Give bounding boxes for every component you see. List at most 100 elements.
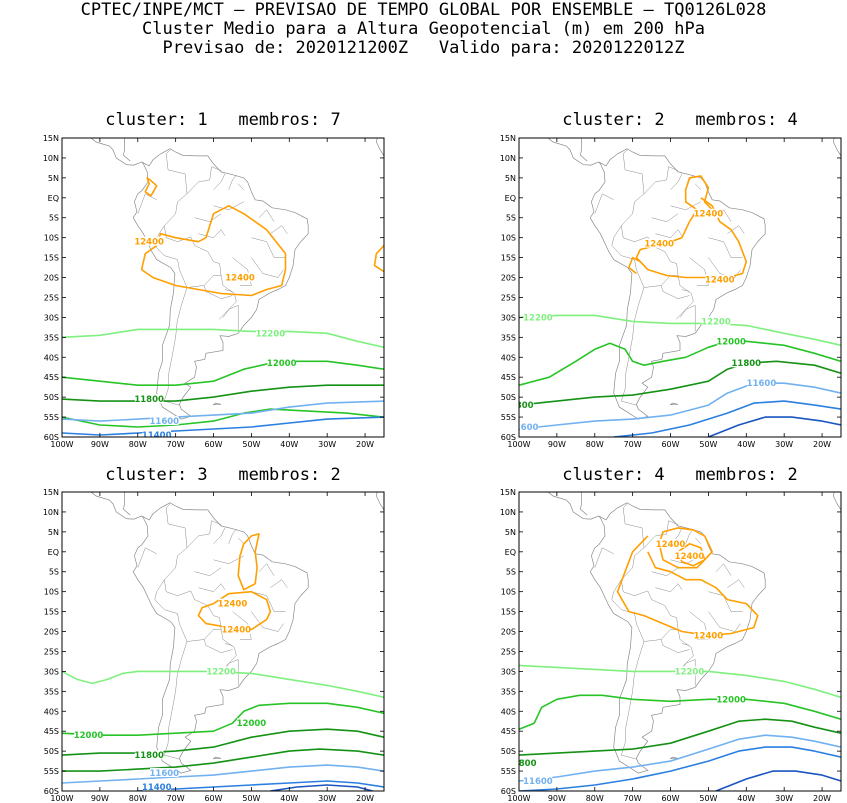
lon-tick-label: 100W [507, 794, 530, 803]
contour-group-4 [519, 527, 841, 791]
south-america-coastline [132, 148, 309, 420]
lat-tick-label: 40S [501, 707, 516, 716]
lat-tick-label: 20S [44, 274, 59, 283]
lat-tick-label: 25S [44, 647, 59, 656]
lon-tick-label: 20W [813, 794, 831, 803]
caribbean-island [601, 478, 609, 480]
contour-line [137, 780, 384, 791]
falkland-island [669, 402, 679, 406]
lat-tick-label: 60S [44, 787, 59, 796]
contour-label: 12200 [675, 667, 705, 677]
contour-line [62, 702, 384, 736]
basemap-3 [90, 460, 384, 774]
country-border [219, 305, 239, 332]
lat-tick-label: 5S [49, 214, 59, 223]
lon-tick-label: 70W [624, 440, 642, 449]
contour-line [62, 328, 384, 349]
contour-label: 12400 [656, 540, 686, 550]
caribbean-island [601, 124, 609, 126]
lat-tick-label: 30S [44, 313, 59, 322]
contour-line [519, 340, 841, 386]
contour-label: 12400 [221, 626, 251, 636]
country-border [154, 579, 180, 624]
lat-tick-label: 5N [48, 174, 59, 183]
country-border [137, 193, 157, 214]
lon-tick-label: 90W [548, 794, 566, 803]
lon-tick-label: 30W [775, 794, 793, 803]
caribbean-island [616, 119, 639, 126]
country-border [651, 567, 679, 576]
lon-tick-label: 80W [129, 794, 147, 803]
lat-tick-label: 10N [500, 508, 516, 517]
contour-label: 11600 [149, 769, 179, 779]
map-content-3: 12400 12400 12200 12000 12000 11800 11600 11400 [62, 460, 384, 791]
panel-4-title: cluster: 4 membros: 2 [562, 465, 798, 485]
contour-line [62, 400, 384, 422]
lat-tick-label: 45S [501, 727, 516, 736]
country-border [258, 563, 275, 576]
country-border [670, 173, 683, 190]
contour-label: 12400 [225, 274, 255, 284]
contour-line [616, 535, 759, 637]
country-border [258, 209, 275, 222]
lat-tick-label: EQ [505, 194, 516, 203]
lat-tick-label: 15S [44, 254, 59, 263]
lat-tick-label: 25S [501, 647, 516, 656]
lat-tick-label: 30S [501, 313, 516, 322]
country-border [708, 591, 743, 612]
contour-label: 11600 [747, 379, 777, 389]
map-frame-3: 15N 10N 5N EQ 5S 10S 15S 20S 25S 30S 35S 40S 45S 50S 5… [43, 488, 385, 803]
lat-tick-label: 15N [43, 488, 59, 497]
country-border [238, 537, 244, 544]
lat-tick-label: 55S [44, 767, 59, 776]
contour-line [684, 175, 713, 215]
caribbean-island [119, 460, 160, 472]
country-border [655, 229, 683, 238]
africa-coastline [833, 138, 841, 162]
country-border [179, 623, 222, 642]
caribbean-island [576, 106, 617, 118]
lat-tick-label: 15S [501, 254, 516, 263]
country-border [194, 567, 222, 576]
country-border [186, 166, 222, 194]
panel-2-title: cluster: 2 membros: 4 [562, 110, 798, 130]
contour-label: 11800 [134, 751, 164, 761]
lat-tick-label: 35S [44, 687, 59, 696]
contour-label: 12400 [694, 210, 724, 220]
map-content-4: 12400 12400 12400 12200 12000 1800 11600 [519, 473, 841, 791]
country-border [620, 287, 645, 406]
central-america-coastline [580, 138, 588, 162]
contour-line [635, 197, 748, 279]
contour-label: 11800 [732, 359, 762, 369]
basemap-1 [90, 138, 384, 420]
contour-line [270, 784, 373, 791]
lat-tick-label: 10S [44, 234, 59, 243]
country-border [203, 285, 233, 299]
lon-tick-label: 90W [91, 794, 109, 803]
lat-tick-label: 60S [501, 433, 516, 442]
country-border [213, 555, 244, 565]
contour-line [62, 748, 384, 772]
central-america-coastline [90, 492, 142, 520]
caribbean-island [616, 473, 639, 480]
country-border [622, 149, 645, 194]
country-border [213, 527, 226, 544]
country-border [224, 643, 233, 646]
caribbean-island [144, 478, 152, 480]
country-border [643, 520, 679, 548]
lat-tick-label: 30S [44, 667, 59, 676]
lat-tick-label: 45S [44, 373, 59, 382]
map-frame-1: 15N 10N 5N EQ 5S 10S 15S 20S 25S 30S 35S 40S 45S 50S 5… [43, 134, 385, 449]
contour-label: 12000 [716, 695, 746, 705]
contour-label: 12000 [716, 337, 746, 347]
contour-line [708, 416, 841, 437]
lon-tick-label: 40W [280, 440, 298, 449]
africa-coastline [376, 138, 384, 162]
contour-label: 1600 [515, 423, 539, 433]
contour-line [62, 764, 384, 784]
contour-line [140, 205, 287, 297]
contour-line [519, 694, 841, 730]
country-border [621, 547, 694, 672]
country-border [660, 285, 690, 299]
country-border [213, 173, 226, 190]
